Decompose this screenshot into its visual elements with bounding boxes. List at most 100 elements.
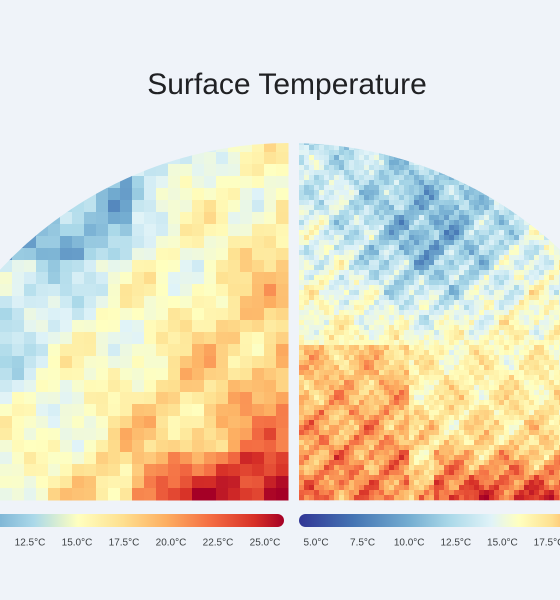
map-cell bbox=[180, 404, 193, 417]
map-cell bbox=[504, 240, 510, 246]
map-cell bbox=[299, 425, 305, 431]
map-cell bbox=[324, 490, 330, 496]
map-cell bbox=[389, 320, 395, 326]
map-cell bbox=[529, 465, 535, 471]
map-cell bbox=[509, 315, 515, 321]
map-cell bbox=[459, 225, 465, 231]
map-cell bbox=[240, 272, 253, 285]
map-cell bbox=[374, 180, 380, 186]
map-cell bbox=[469, 205, 475, 211]
map-cell bbox=[364, 210, 370, 216]
map-cell bbox=[0, 272, 13, 285]
map-cell bbox=[72, 332, 85, 345]
map-cell bbox=[304, 345, 310, 351]
map-cell bbox=[519, 455, 525, 461]
map-cell bbox=[479, 375, 485, 381]
map-cell bbox=[439, 405, 445, 411]
map-cell bbox=[504, 275, 510, 281]
map-cell bbox=[509, 195, 515, 201]
map-cell bbox=[534, 170, 540, 176]
map-cell bbox=[349, 340, 355, 346]
map-cell bbox=[554, 235, 560, 241]
map-cell bbox=[469, 155, 475, 161]
map-cell bbox=[519, 300, 525, 306]
map-cell bbox=[344, 143, 350, 146]
map-cell bbox=[132, 404, 145, 417]
map-cell bbox=[424, 455, 430, 461]
map-cell bbox=[276, 332, 289, 345]
map-cell bbox=[379, 235, 385, 241]
map-cell bbox=[384, 320, 390, 326]
map-cell bbox=[324, 410, 330, 416]
map-cell bbox=[449, 205, 455, 211]
map-cell bbox=[349, 490, 355, 496]
map-cell bbox=[364, 290, 370, 296]
map-cell bbox=[529, 265, 535, 271]
map-cell bbox=[419, 220, 425, 226]
map-cell bbox=[439, 300, 445, 306]
map-cell bbox=[444, 143, 450, 146]
map-cell bbox=[324, 225, 330, 231]
map-cell bbox=[504, 245, 510, 251]
map-cell bbox=[339, 415, 345, 421]
map-cell bbox=[419, 440, 425, 446]
map-cell bbox=[454, 440, 460, 446]
map-cell bbox=[464, 495, 470, 501]
map-cell bbox=[479, 310, 485, 316]
map-cell bbox=[339, 350, 345, 356]
map-cell bbox=[359, 245, 365, 251]
map-cell bbox=[324, 190, 330, 196]
map-cell bbox=[379, 225, 385, 231]
map-cell bbox=[459, 285, 465, 291]
map-cell bbox=[414, 460, 420, 466]
map-cell bbox=[216, 260, 229, 273]
map-cell bbox=[524, 490, 530, 496]
map-cell bbox=[354, 290, 360, 296]
map-cell bbox=[544, 255, 550, 261]
map-cell bbox=[12, 284, 25, 297]
map-cell bbox=[479, 160, 485, 166]
map-cell bbox=[509, 435, 515, 441]
map-cell bbox=[414, 155, 420, 161]
map-cell bbox=[339, 190, 345, 196]
map-cell bbox=[12, 200, 25, 213]
map-cell bbox=[524, 400, 530, 406]
map-cell bbox=[314, 475, 320, 481]
map-cell bbox=[309, 160, 315, 166]
map-cell bbox=[389, 420, 395, 426]
map-cell bbox=[424, 480, 430, 486]
map-cell bbox=[424, 240, 430, 246]
map-cell bbox=[404, 370, 410, 376]
map-cell bbox=[389, 350, 395, 356]
map-cell bbox=[304, 375, 310, 381]
map-cell bbox=[334, 295, 340, 301]
map-cell bbox=[369, 405, 375, 411]
map-cell bbox=[509, 230, 515, 236]
map-cell bbox=[299, 470, 305, 476]
map-cell bbox=[534, 185, 540, 191]
map-cell bbox=[156, 464, 169, 477]
map-cell bbox=[314, 290, 320, 296]
map-cell bbox=[374, 270, 380, 276]
map-cell bbox=[60, 308, 73, 321]
map-cell bbox=[534, 290, 540, 296]
map-cell bbox=[444, 395, 450, 401]
map-cell bbox=[529, 285, 535, 291]
map-cell bbox=[314, 485, 320, 491]
map-cell bbox=[96, 368, 109, 381]
map-cell bbox=[544, 470, 550, 476]
map-cell bbox=[484, 390, 490, 396]
map-cell bbox=[379, 480, 385, 486]
map-cell bbox=[429, 320, 435, 326]
map-cell bbox=[509, 145, 515, 151]
map-cell bbox=[404, 470, 410, 476]
map-cell bbox=[434, 310, 440, 316]
map-cell bbox=[24, 188, 37, 201]
map-cell bbox=[429, 265, 435, 271]
map-cell bbox=[409, 285, 415, 291]
map-cell bbox=[48, 248, 61, 261]
map-cell bbox=[434, 260, 440, 266]
map-cell bbox=[474, 255, 480, 261]
map-cell bbox=[444, 400, 450, 406]
map-cell bbox=[554, 355, 560, 361]
